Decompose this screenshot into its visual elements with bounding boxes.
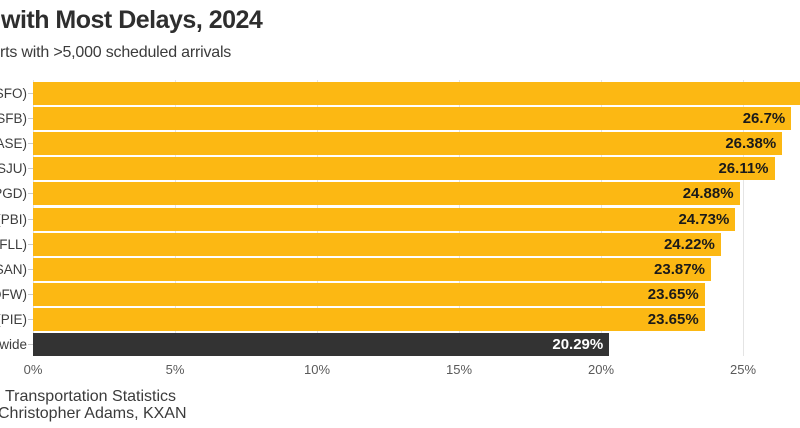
bar-value-label: 20.29%	[552, 336, 604, 353]
x-tick-label: 15%	[445, 362, 473, 377]
row-label: SFO)	[0, 86, 27, 101]
row-label: PGD)	[0, 186, 27, 202]
y-tick-mark	[28, 293, 33, 295]
row-label: SJU)	[0, 161, 27, 177]
bar	[33, 82, 800, 105]
row-label: DFW)	[0, 286, 27, 302]
row-label: (PIE)	[0, 311, 27, 327]
bar: 23.65%	[33, 282, 705, 306]
bar-value-label: 24.22%	[663, 235, 715, 253]
x-tick-label: 10%	[303, 362, 331, 377]
x-tick-label: 5%	[165, 362, 185, 377]
y-tick-mark	[28, 268, 33, 270]
bar-highlight: 20.29%	[33, 333, 610, 356]
source-text: Transportation Statistics	[5, 388, 177, 405]
credit-text: Christopher Adams, KXAN	[0, 405, 187, 422]
bar-value-label: 26.11%	[718, 160, 769, 178]
row-label: wide	[0, 337, 27, 352]
y-tick-mark	[28, 318, 33, 320]
y-tick-mark	[28, 344, 33, 345]
chart-subtitle: rts with >5,000 scheduled arrivals	[0, 44, 232, 61]
bar: 24.22%	[33, 232, 721, 256]
plot-area: SFO) SFB) 26.7% ASE) 26.38% SJU) 26.11% PGD) 24.…	[0, 80, 800, 356]
bar-value-label: 24.88%	[682, 185, 734, 203]
bar: 23.65%	[33, 307, 705, 331]
y-tick-mark	[28, 243, 33, 245]
bar-value-label: 23.65%	[647, 310, 699, 328]
row-label: ASE)	[0, 136, 27, 152]
bar-value-label: 23.87%	[654, 260, 705, 278]
bar-value-label: 26.38%	[725, 135, 777, 153]
bar: 24.88%	[33, 182, 740, 206]
bar: 24.73%	[33, 207, 736, 231]
y-tick-mark	[28, 168, 33, 170]
row-label: (FLL)	[0, 236, 27, 252]
bar: 26.38%	[33, 132, 783, 156]
x-tick-label: 25%	[729, 362, 757, 377]
bar-value-label: 26.7%	[742, 110, 786, 128]
bar-value-label: 23.65%	[647, 285, 699, 303]
row-label: SAN)	[0, 261, 27, 277]
x-tick-label: 0%	[23, 362, 43, 377]
y-tick-mark	[28, 118, 33, 120]
bar: 26.11%	[33, 157, 775, 181]
y-tick-mark	[28, 143, 33, 145]
y-tick-mark	[28, 218, 33, 220]
bar: 23.87%	[33, 257, 711, 281]
bar-value-label: 24.73%	[678, 210, 730, 228]
gridline	[743, 80, 744, 356]
chart-title: with Most Delays, 2024	[1, 6, 263, 34]
bar: 26.7%	[33, 107, 792, 131]
row-label: SFB)	[0, 111, 27, 127]
y-tick-mark	[28, 193, 33, 195]
y-tick-mark	[28, 93, 33, 94]
row-label: (PBI)	[0, 211, 27, 227]
x-tick-label: 20%	[587, 362, 615, 377]
